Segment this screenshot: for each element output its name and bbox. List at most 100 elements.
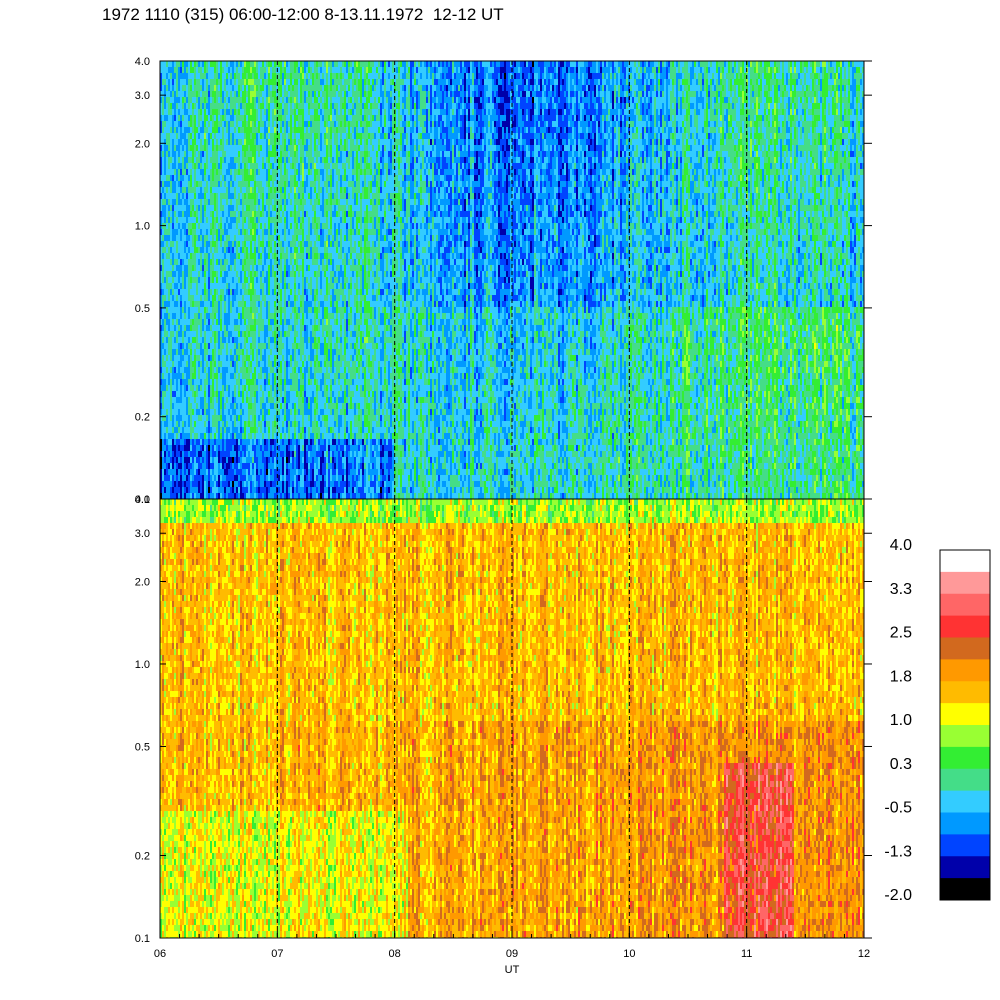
spectrogram-cell [168, 151, 170, 157]
spectrogram-cell [188, 283, 190, 289]
spectrogram-cell [204, 385, 206, 391]
spectrogram-cell [208, 469, 210, 475]
spectrogram-cell [196, 103, 198, 109]
spectrogram-cell [196, 169, 198, 175]
spectrogram-cell [190, 409, 192, 415]
spectrogram-cell [180, 235, 182, 241]
spectrogram-cell [164, 367, 166, 373]
spectrogram-cell [192, 235, 194, 241]
spectrogram-cell [194, 163, 196, 169]
spectrogram-cell [162, 445, 164, 451]
spectrogram-cell [176, 283, 178, 289]
spectrogram-cell [186, 241, 188, 247]
spectrogram-cell [210, 73, 212, 79]
spectrogram-cell [208, 445, 210, 451]
spectrogram-cell [170, 307, 172, 313]
spectrogram-cell [174, 67, 176, 73]
spectrogram-cell [206, 205, 208, 211]
spectrogram-cell [206, 367, 208, 373]
spectrogram-cell [176, 487, 178, 493]
spectrogram-cell [202, 403, 204, 409]
spectrogram-cell [186, 133, 188, 139]
spectrogram-cell [180, 187, 182, 193]
spectrogram-cell [202, 457, 204, 463]
spectrogram-cell [186, 253, 188, 259]
spectrogram-cell [182, 241, 184, 247]
spectrogram-cell [196, 73, 198, 79]
spectrogram-cell [206, 229, 208, 235]
spectrogram-cell [168, 301, 170, 307]
spectrogram-cell [186, 163, 188, 169]
spectrogram-cell [178, 73, 180, 79]
spectrogram-cell [178, 115, 180, 121]
spectrogram-cell [200, 91, 202, 97]
spectrogram-cell [202, 133, 204, 139]
spectrogram-cell [206, 385, 208, 391]
spectrogram-cell [172, 121, 174, 127]
spectrogram-cell [186, 373, 188, 379]
spectrogram-cell [202, 271, 204, 277]
spectrogram-cell [188, 415, 190, 421]
spectrogram-cell [188, 97, 190, 103]
spectrogram-cell [208, 295, 210, 301]
spectrogram-cell [204, 373, 206, 379]
spectrogram-cell [174, 343, 176, 349]
spectrogram-cell [194, 493, 196, 499]
spectrogram-cell [176, 337, 178, 343]
spectrogram-cell [186, 151, 188, 157]
spectrogram-cell [196, 427, 198, 433]
spectrogram-cell [204, 451, 206, 457]
spectrogram-cell [210, 337, 212, 343]
spectrogram-cell [202, 247, 204, 253]
spectrogram-cell [182, 163, 184, 169]
spectrogram-cell [174, 265, 176, 271]
spectrogram-cell [170, 133, 172, 139]
spectrogram-cell [202, 367, 204, 373]
spectrogram-cell [176, 367, 178, 373]
spectrogram-cell [192, 205, 194, 211]
spectrogram-cell [208, 481, 210, 487]
spectrogram-cell [200, 445, 202, 451]
spectrogram-cell [204, 199, 206, 205]
spectrogram-cell [166, 253, 168, 259]
spectrogram-cell [204, 277, 206, 283]
spectrogram-cell [168, 163, 170, 169]
spectrogram-cell [174, 217, 176, 223]
spectrogram-cell [180, 109, 182, 115]
spectrogram-cell [168, 145, 170, 151]
spectrogram-cell [170, 457, 172, 463]
spectrogram-cell [190, 85, 192, 91]
spectrogram-cell [172, 463, 174, 469]
spectrogram-cell [198, 67, 200, 73]
spectrogram-cell [174, 433, 176, 439]
spectrogram-cell [162, 283, 164, 289]
spectrogram-cell [186, 451, 188, 457]
spectrogram-cell [202, 283, 204, 289]
spectrogram-cell [166, 403, 168, 409]
spectrogram-cell [174, 85, 176, 91]
spectrogram-cell [170, 127, 172, 133]
spectrogram-cell [210, 133, 212, 139]
spectrogram-cell [172, 229, 174, 235]
spectrogram-cell [210, 289, 212, 295]
spectrogram-cell [186, 337, 188, 343]
spectrogram-cell [162, 181, 164, 187]
spectrogram-cell [208, 181, 210, 187]
spectrogram-cell [176, 229, 178, 235]
spectrogram-cell [180, 451, 182, 457]
spectrogram-cell [176, 379, 178, 385]
spectrogram-cell [206, 283, 208, 289]
spectrogram-cell [202, 163, 204, 169]
spectrogram-cell [166, 301, 168, 307]
spectrogram-cell [186, 301, 188, 307]
spectrogram-cell [168, 229, 170, 235]
spectrogram-cell [178, 295, 180, 301]
spectrogram-cell [192, 349, 194, 355]
spectrogram-cell [182, 403, 184, 409]
spectrogram-cell [182, 217, 184, 223]
spectrogram-cell [192, 145, 194, 151]
spectrogram-cell [182, 175, 184, 181]
spectrogram-cell [206, 133, 208, 139]
spectrogram-cell [210, 157, 212, 163]
spectrogram-cell [162, 205, 164, 211]
